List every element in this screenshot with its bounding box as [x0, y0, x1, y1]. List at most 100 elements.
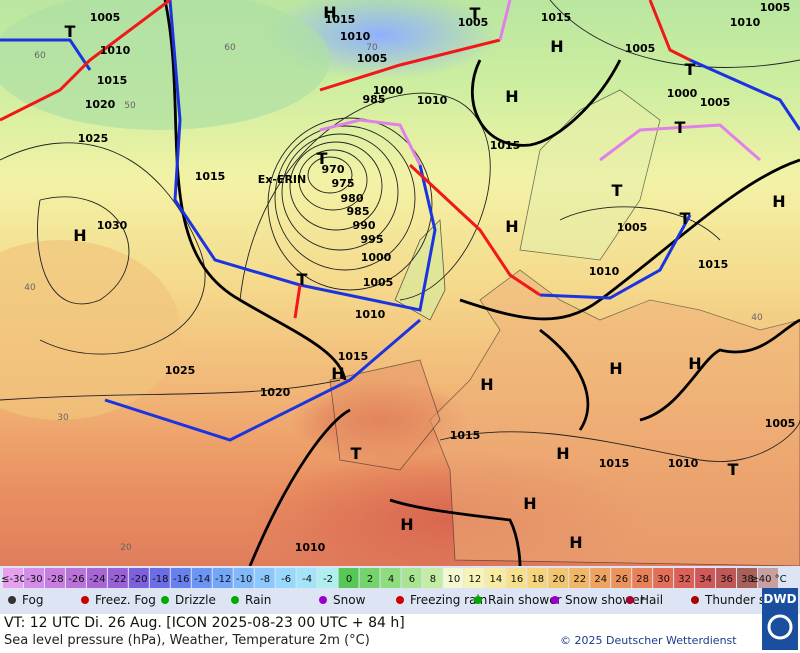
isobar-label: 980: [341, 192, 364, 205]
isobar-label: 1015: [450, 429, 481, 442]
isobar-label: 995: [361, 233, 384, 246]
symbol-icon: [626, 596, 634, 604]
isobar-label: 1015: [541, 11, 572, 24]
pressure-center: T: [680, 209, 691, 228]
scale-label: -28: [47, 574, 63, 585]
scale-cell: [506, 568, 527, 588]
map-labels: 1005101010151020102510301015970975980985…: [24, 1, 795, 554]
isobar-label: 990: [353, 219, 376, 232]
scale-label: -2: [323, 574, 333, 585]
scale-label: 2: [367, 574, 373, 585]
latitude-label: 20: [120, 543, 132, 553]
scale-label: 8: [430, 574, 436, 585]
legend: ≤-30 -30 -28 -26 -24 -22 -20 -18 -16 -14 -12 -10 -8-…: [0, 566, 800, 614]
scale-cell: [296, 568, 317, 588]
warm-front: [293, 284, 302, 319]
symbol-icon: [551, 596, 559, 604]
cold-front: [0, 38, 92, 71]
isobar-label: 970: [322, 163, 345, 176]
isobar-label: 1000: [667, 87, 698, 100]
isobar-label: 1025: [78, 132, 109, 145]
pressure-center: H: [400, 515, 413, 534]
isobar-label: 1020: [260, 386, 291, 399]
isobar-label: 1005: [90, 11, 121, 24]
isobar-label: 1005: [617, 221, 648, 234]
scale-label: 14: [489, 574, 502, 585]
isobar-label: 985: [347, 205, 370, 218]
scale-cell: [674, 568, 695, 588]
isobar-label: 1005: [363, 276, 394, 289]
pressure-center: T: [317, 149, 328, 168]
isobar-label: 1030: [97, 219, 128, 232]
symbol-label: Snow shower: [565, 593, 645, 607]
isobar-label: 1015: [97, 74, 128, 87]
cold-front: [299, 164, 437, 312]
isobar-label: 1010: [100, 44, 131, 57]
scale-label: -30: [26, 574, 42, 585]
scale-label: -4: [302, 574, 312, 585]
scale-cell: [233, 568, 254, 588]
cold-front: [104, 318, 421, 442]
scale-label: -6: [281, 574, 291, 585]
scale-label: 18: [531, 574, 544, 585]
isobar-label: 1005: [625, 42, 656, 55]
scale-label: ≥40 °C: [750, 574, 786, 585]
pressure-center: H: [569, 533, 582, 552]
symbol-icon: [231, 596, 239, 604]
map-area: [0, 0, 800, 590]
logo-icon: [767, 614, 793, 640]
symbol-icon: [691, 596, 699, 604]
scale-label: 32: [678, 574, 691, 585]
scale-cell: [170, 568, 191, 588]
scale-label: 10: [448, 574, 461, 585]
scale-cell: [65, 568, 86, 588]
symbol-icon: [161, 596, 169, 604]
scale-label: 36: [720, 574, 733, 585]
symbol-icon: [396, 596, 404, 604]
warm-area: [0, 240, 180, 420]
isobar-label: 1005: [765, 417, 796, 430]
isobar-label: 1015: [195, 170, 226, 183]
symbol-label: Drizzle: [175, 593, 216, 607]
logo: [762, 588, 798, 650]
description: Sea level pressure (hPa), Weather, Tempe…: [4, 633, 370, 648]
symbol-label: Hail: [640, 593, 663, 607]
scale-cell: [275, 568, 296, 588]
isobar-label: 1010: [295, 541, 326, 554]
pressure-center: T: [685, 60, 696, 79]
scale-cell: [191, 568, 212, 588]
land: [329, 359, 441, 471]
isobar-label: 1005: [700, 96, 731, 109]
isobar-label: 1015: [599, 457, 630, 470]
scale-label: 20: [552, 574, 565, 585]
scale-label: 0: [346, 574, 352, 585]
warm-front: [648, 0, 691, 62]
footer: VT: 12 UTC Di. 26 Aug. [ICON 2025-08-23 …: [0, 588, 800, 653]
isobar-label: 1010: [355, 308, 386, 321]
isobar-label: 985: [363, 93, 386, 106]
scale-cell: [422, 568, 443, 588]
scale-label: -22: [110, 574, 126, 585]
scale-label: -12: [215, 574, 231, 585]
scale-label: -18: [152, 574, 168, 585]
scale-label: 34: [699, 574, 712, 585]
scale-cell: [128, 568, 149, 588]
isobar-label: 1010: [668, 457, 699, 470]
warm-front: [319, 38, 501, 92]
latitude-label: 70: [366, 43, 378, 53]
symbol-label: Freezing rain: [410, 593, 487, 607]
pressure-center: H: [772, 192, 785, 211]
scale-cell: [464, 568, 485, 588]
symbol-label: Fog: [22, 593, 43, 607]
symbol-icon: [474, 596, 482, 604]
green-area: [0, 0, 330, 130]
pressure-center: T: [351, 444, 362, 463]
latitude-label: 40: [751, 313, 763, 323]
symbol-icon: [81, 596, 89, 604]
scale-cell: [695, 568, 716, 588]
system-name: Ex-ERIN: [258, 173, 306, 186]
scale-label: 28: [636, 574, 649, 585]
symbol-icon: [8, 596, 16, 604]
pressure-center: H: [323, 3, 336, 22]
